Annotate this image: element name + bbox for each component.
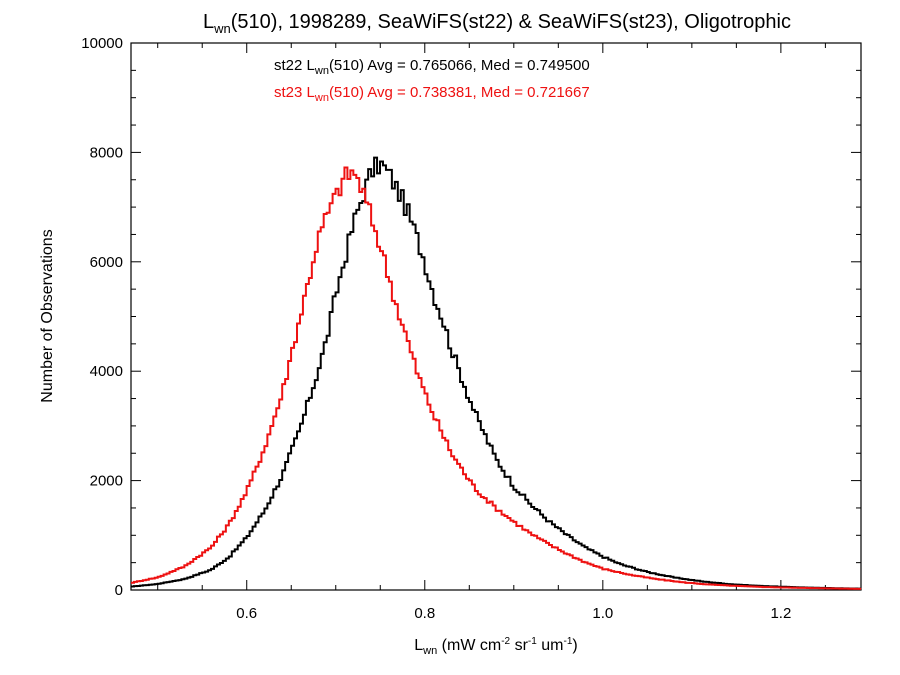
chart-title-rest: (510), 1998289, SeaWiFS(st22) & SeaWiFS(… [231,11,791,33]
st23-stats-annotation: st23 Lwn(510) Avg = 0.738381, Med = 0.72… [274,84,590,104]
x-label-sup1: -2 [501,636,510,647]
x-label-part2: sr [510,637,528,654]
st22-stats-annotation: st22 Lwn(510) Avg = 0.765066, Med = 0.74… [274,57,590,77]
x-label-part1: (mW cm [437,637,501,654]
x-label-part3: um [537,637,564,654]
y-tick-label: 2000 [90,473,123,490]
x-label-sup2: -1 [528,636,537,647]
x-label-sup3: -1 [563,636,572,647]
y-tick-label: 0 [115,582,123,599]
st22-annotation-prefix: st22 L [274,57,315,74]
st22-histogram-line [131,156,862,590]
x-label-subscript: wn [422,645,437,657]
y-axis-label: Number of Observations [39,229,56,402]
st22-annotation-subscript: wn [314,65,329,77]
x-label-part4: ) [572,637,577,654]
y-tick-label: 6000 [90,254,123,271]
chart-title-prefix: L [203,11,214,33]
st23-annotation-subscript: wn [314,92,329,104]
y-tick-label: 10000 [81,35,123,52]
st23-histogram-line [131,166,862,590]
y-tick-label: 4000 [90,363,123,380]
x-tick-label: 1.2 [770,605,791,622]
x-axis-label: Lwn (mW cm-2 sr-1 um-1) [414,636,577,657]
chart-title: Lwn(510), 1998289, SeaWiFS(st22) & SeaWi… [203,11,791,36]
chart-title-subscript: wn [213,21,231,36]
st23-annotation-stats: (510) Avg = 0.738381, Med = 0.721667 [329,84,590,101]
st23-annotation-prefix: st23 L [274,84,315,101]
st22-annotation-stats: (510) Avg = 0.765066, Med = 0.749500 [329,57,590,74]
y-tick-label: 8000 [90,144,123,161]
x-tick-label: 0.8 [414,605,435,622]
x-tick-label: 0.6 [236,605,257,622]
x-tick-label: 1.0 [592,605,613,622]
axis-ticks: 0 2000 4000 6000 8000 10000 0.6 0.8 1.0 1.2 [81,35,861,622]
data-series [131,156,862,590]
x-label-prefix: L [414,637,423,654]
